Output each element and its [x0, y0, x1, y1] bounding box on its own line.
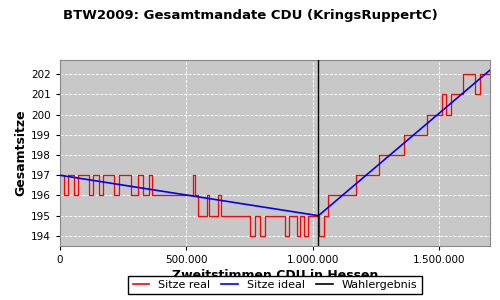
Text: BTW2009: Gesamtmandate CDU (KringsRuppertC): BTW2009: Gesamtmandate CDU (KringsRupper… [62, 9, 438, 22]
X-axis label: Zweitstimmen CDU in Hessen: Zweitstimmen CDU in Hessen [172, 269, 378, 282]
Legend: Sitze real, Sitze ideal, Wahlergebnis: Sitze real, Sitze ideal, Wahlergebnis [128, 276, 422, 294]
Y-axis label: Gesamtsitze: Gesamtsitze [14, 110, 27, 196]
